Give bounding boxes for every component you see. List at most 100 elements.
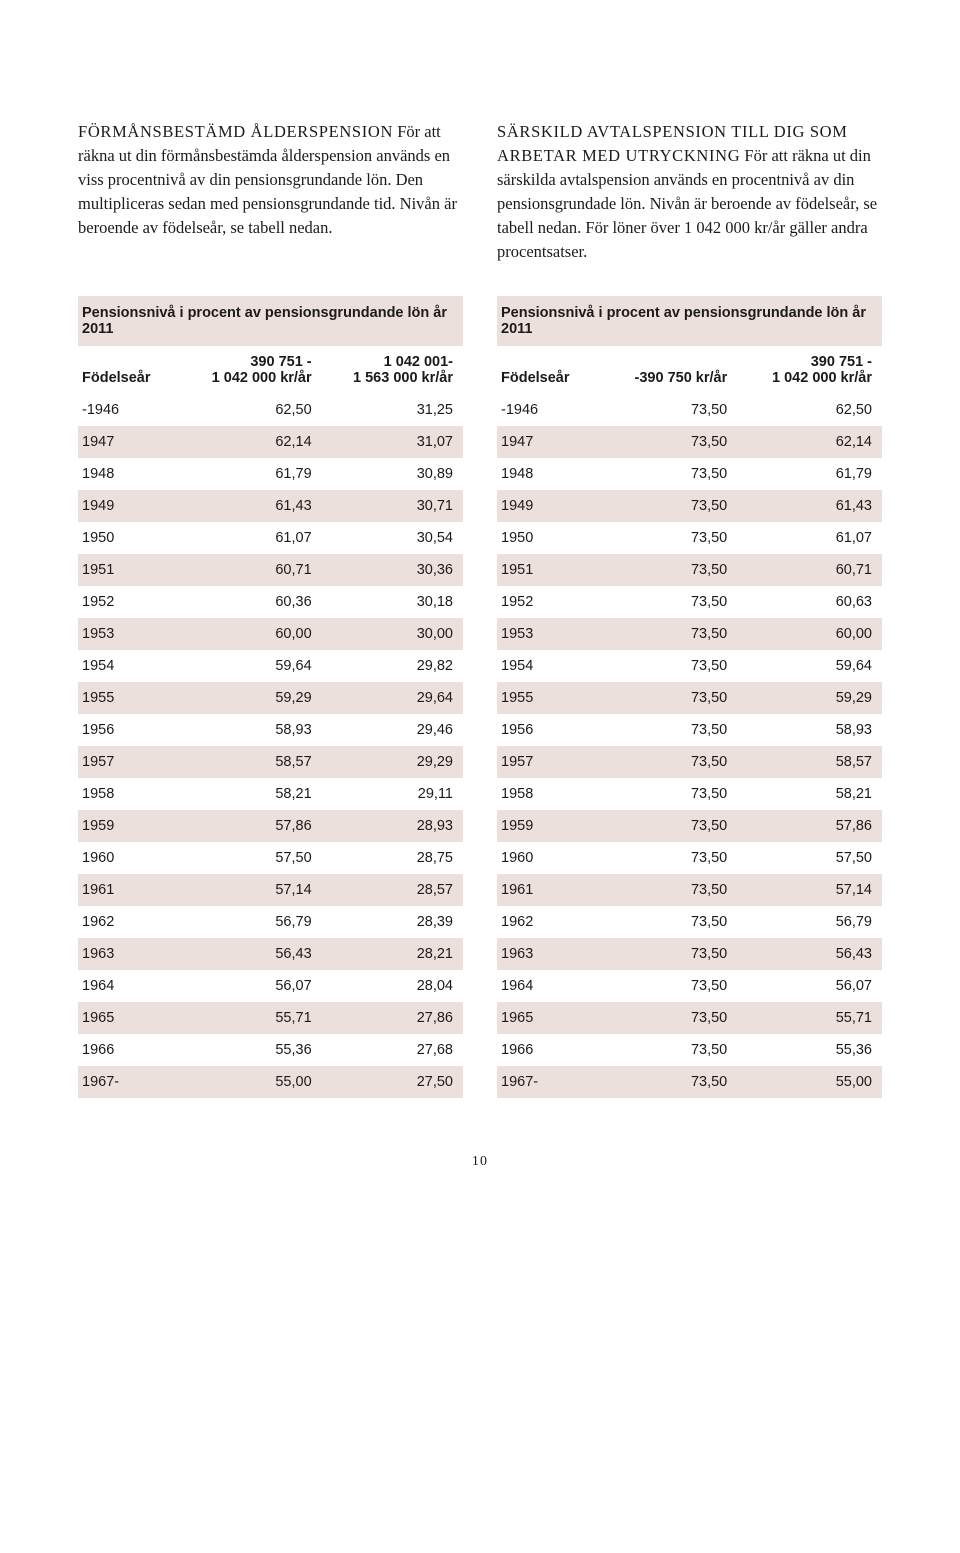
table-cell: 73,50 <box>602 1034 738 1066</box>
table-row: 1967-73,5055,00 <box>497 1066 882 1098</box>
table-cell: 28,93 <box>322 810 463 842</box>
table-cell: 56,79 <box>737 906 882 938</box>
table-cell: 30,00 <box>322 618 463 650</box>
table-cell: 1960 <box>78 842 180 874</box>
table-cell: 57,14 <box>737 874 882 906</box>
table-cell: 73,50 <box>602 1066 738 1098</box>
table-cell: 62,50 <box>737 394 882 426</box>
table-cell: 28,75 <box>322 842 463 874</box>
table-cell: 1954 <box>497 650 602 682</box>
table-cell: 1959 <box>497 810 602 842</box>
table-cell: 73,50 <box>602 650 738 682</box>
table-row: 196473,5056,07 <box>497 970 882 1002</box>
table-cell: 1958 <box>78 778 180 810</box>
table-cell: 73,50 <box>602 842 738 874</box>
right-table: Födelseår-390 750 kr/år390 751 - 1 042 0… <box>497 346 882 1098</box>
table-row: 195273,5060,63 <box>497 586 882 618</box>
table-cell: 1955 <box>497 682 602 714</box>
table-header: -390 750 kr/år <box>602 346 738 394</box>
table-cell: 1953 <box>78 618 180 650</box>
table-cell: 57,50 <box>180 842 321 874</box>
table-cell: 73,50 <box>602 714 738 746</box>
table-cell: 55,71 <box>180 1002 321 1034</box>
table-cell: 58,93 <box>737 714 882 746</box>
table-cell: 1964 <box>497 970 602 1002</box>
table-header: Födelseår <box>497 346 602 394</box>
table-cell: 1967- <box>78 1066 180 1098</box>
table-cell: 61,79 <box>180 458 321 490</box>
table-row: 195373,5060,00 <box>497 618 882 650</box>
table-row: 195160,7130,36 <box>78 554 463 586</box>
left-table: Födelseår390 751 - 1 042 000 kr/år1 042 … <box>78 346 463 1098</box>
table-cell: 73,50 <box>602 394 738 426</box>
table-cell: 58,93 <box>180 714 321 746</box>
table-cell: 73,50 <box>602 586 738 618</box>
table-cell: 1965 <box>78 1002 180 1034</box>
table-cell: 1957 <box>78 746 180 778</box>
table-cell: 59,29 <box>180 682 321 714</box>
table-cell: 1951 <box>497 554 602 586</box>
table-row: 196256,7928,39 <box>78 906 463 938</box>
table-cell: 1954 <box>78 650 180 682</box>
table-cell: 61,79 <box>737 458 882 490</box>
table-cell: 1961 <box>78 874 180 906</box>
table-cell: 59,64 <box>180 650 321 682</box>
table-cell: 1958 <box>497 778 602 810</box>
table-cell: 60,00 <box>180 618 321 650</box>
table-cell: 56,07 <box>737 970 882 1002</box>
table-cell: 55,36 <box>737 1034 882 1066</box>
page-number: 10 <box>78 1154 882 1170</box>
table-header: 1 042 001- 1 563 000 kr/år <box>322 346 463 394</box>
table-cell: 60,71 <box>737 554 882 586</box>
right-table-wrap: Pensionsnivå i procent av pensionsgrunda… <box>497 296 882 1098</box>
table-cell: 61,07 <box>737 522 882 554</box>
intro-left: FÖRMÅNSBESTÄMD ÅLDERSPENSION För att räk… <box>78 120 463 264</box>
table-cell: 73,50 <box>602 1002 738 1034</box>
table-cell: 1950 <box>78 522 180 554</box>
table-cell: -1946 <box>497 394 602 426</box>
table-cell: 55,00 <box>180 1066 321 1098</box>
table-row: 194961,4330,71 <box>78 490 463 522</box>
intro-right: SÄRSKILD AVTALSPENSION TILL DIG SOM ARBE… <box>497 120 882 264</box>
table-row: 196356,4328,21 <box>78 938 463 970</box>
table-cell: 28,39 <box>322 906 463 938</box>
table-cell: 1952 <box>78 586 180 618</box>
table-cell: 27,68 <box>322 1034 463 1066</box>
table-cell: 58,57 <box>180 746 321 778</box>
table-row: 195559,2929,64 <box>78 682 463 714</box>
table-cell: 58,21 <box>737 778 882 810</box>
table-cell: 73,50 <box>602 426 738 458</box>
table-cell: 56,43 <box>180 938 321 970</box>
page: FÖRMÅNSBESTÄMD ÅLDERSPENSION För att räk… <box>0 0 960 1210</box>
table-cell: 57,14 <box>180 874 321 906</box>
table-cell: 73,50 <box>602 458 738 490</box>
table-cell: 55,71 <box>737 1002 882 1034</box>
table-cell: 55,00 <box>737 1066 882 1098</box>
table-cell: 27,50 <box>322 1066 463 1098</box>
table-row: 195957,8628,93 <box>78 810 463 842</box>
table-row: 195873,5058,21 <box>497 778 882 810</box>
table-cell: 30,18 <box>322 586 463 618</box>
table-row: 196073,5057,50 <box>497 842 882 874</box>
table-row: 195260,3630,18 <box>78 586 463 618</box>
table-cell: 73,50 <box>602 810 738 842</box>
table-row: 196057,5028,75 <box>78 842 463 874</box>
table-row: 195773,5058,57 <box>497 746 882 778</box>
table-cell: 1947 <box>497 426 602 458</box>
table-cell: 55,36 <box>180 1034 321 1066</box>
table-cell: 73,50 <box>602 682 738 714</box>
table-cell: 1962 <box>78 906 180 938</box>
table-row: 195459,6429,82 <box>78 650 463 682</box>
table-row: 195173,5060,71 <box>497 554 882 586</box>
table-cell: 60,00 <box>737 618 882 650</box>
table-row: -194673,5062,50 <box>497 394 882 426</box>
table-cell: 29,11 <box>322 778 463 810</box>
table-cell: 1949 <box>78 490 180 522</box>
table-cell: 1963 <box>78 938 180 970</box>
table-cell: 28,21 <box>322 938 463 970</box>
table-row: 196555,7127,86 <box>78 1002 463 1034</box>
table-cell: 73,50 <box>602 746 738 778</box>
left-table-wrap: Pensionsnivå i procent av pensionsgrunda… <box>78 296 463 1098</box>
table-cell: 73,50 <box>602 874 738 906</box>
table-cell: 73,50 <box>602 778 738 810</box>
